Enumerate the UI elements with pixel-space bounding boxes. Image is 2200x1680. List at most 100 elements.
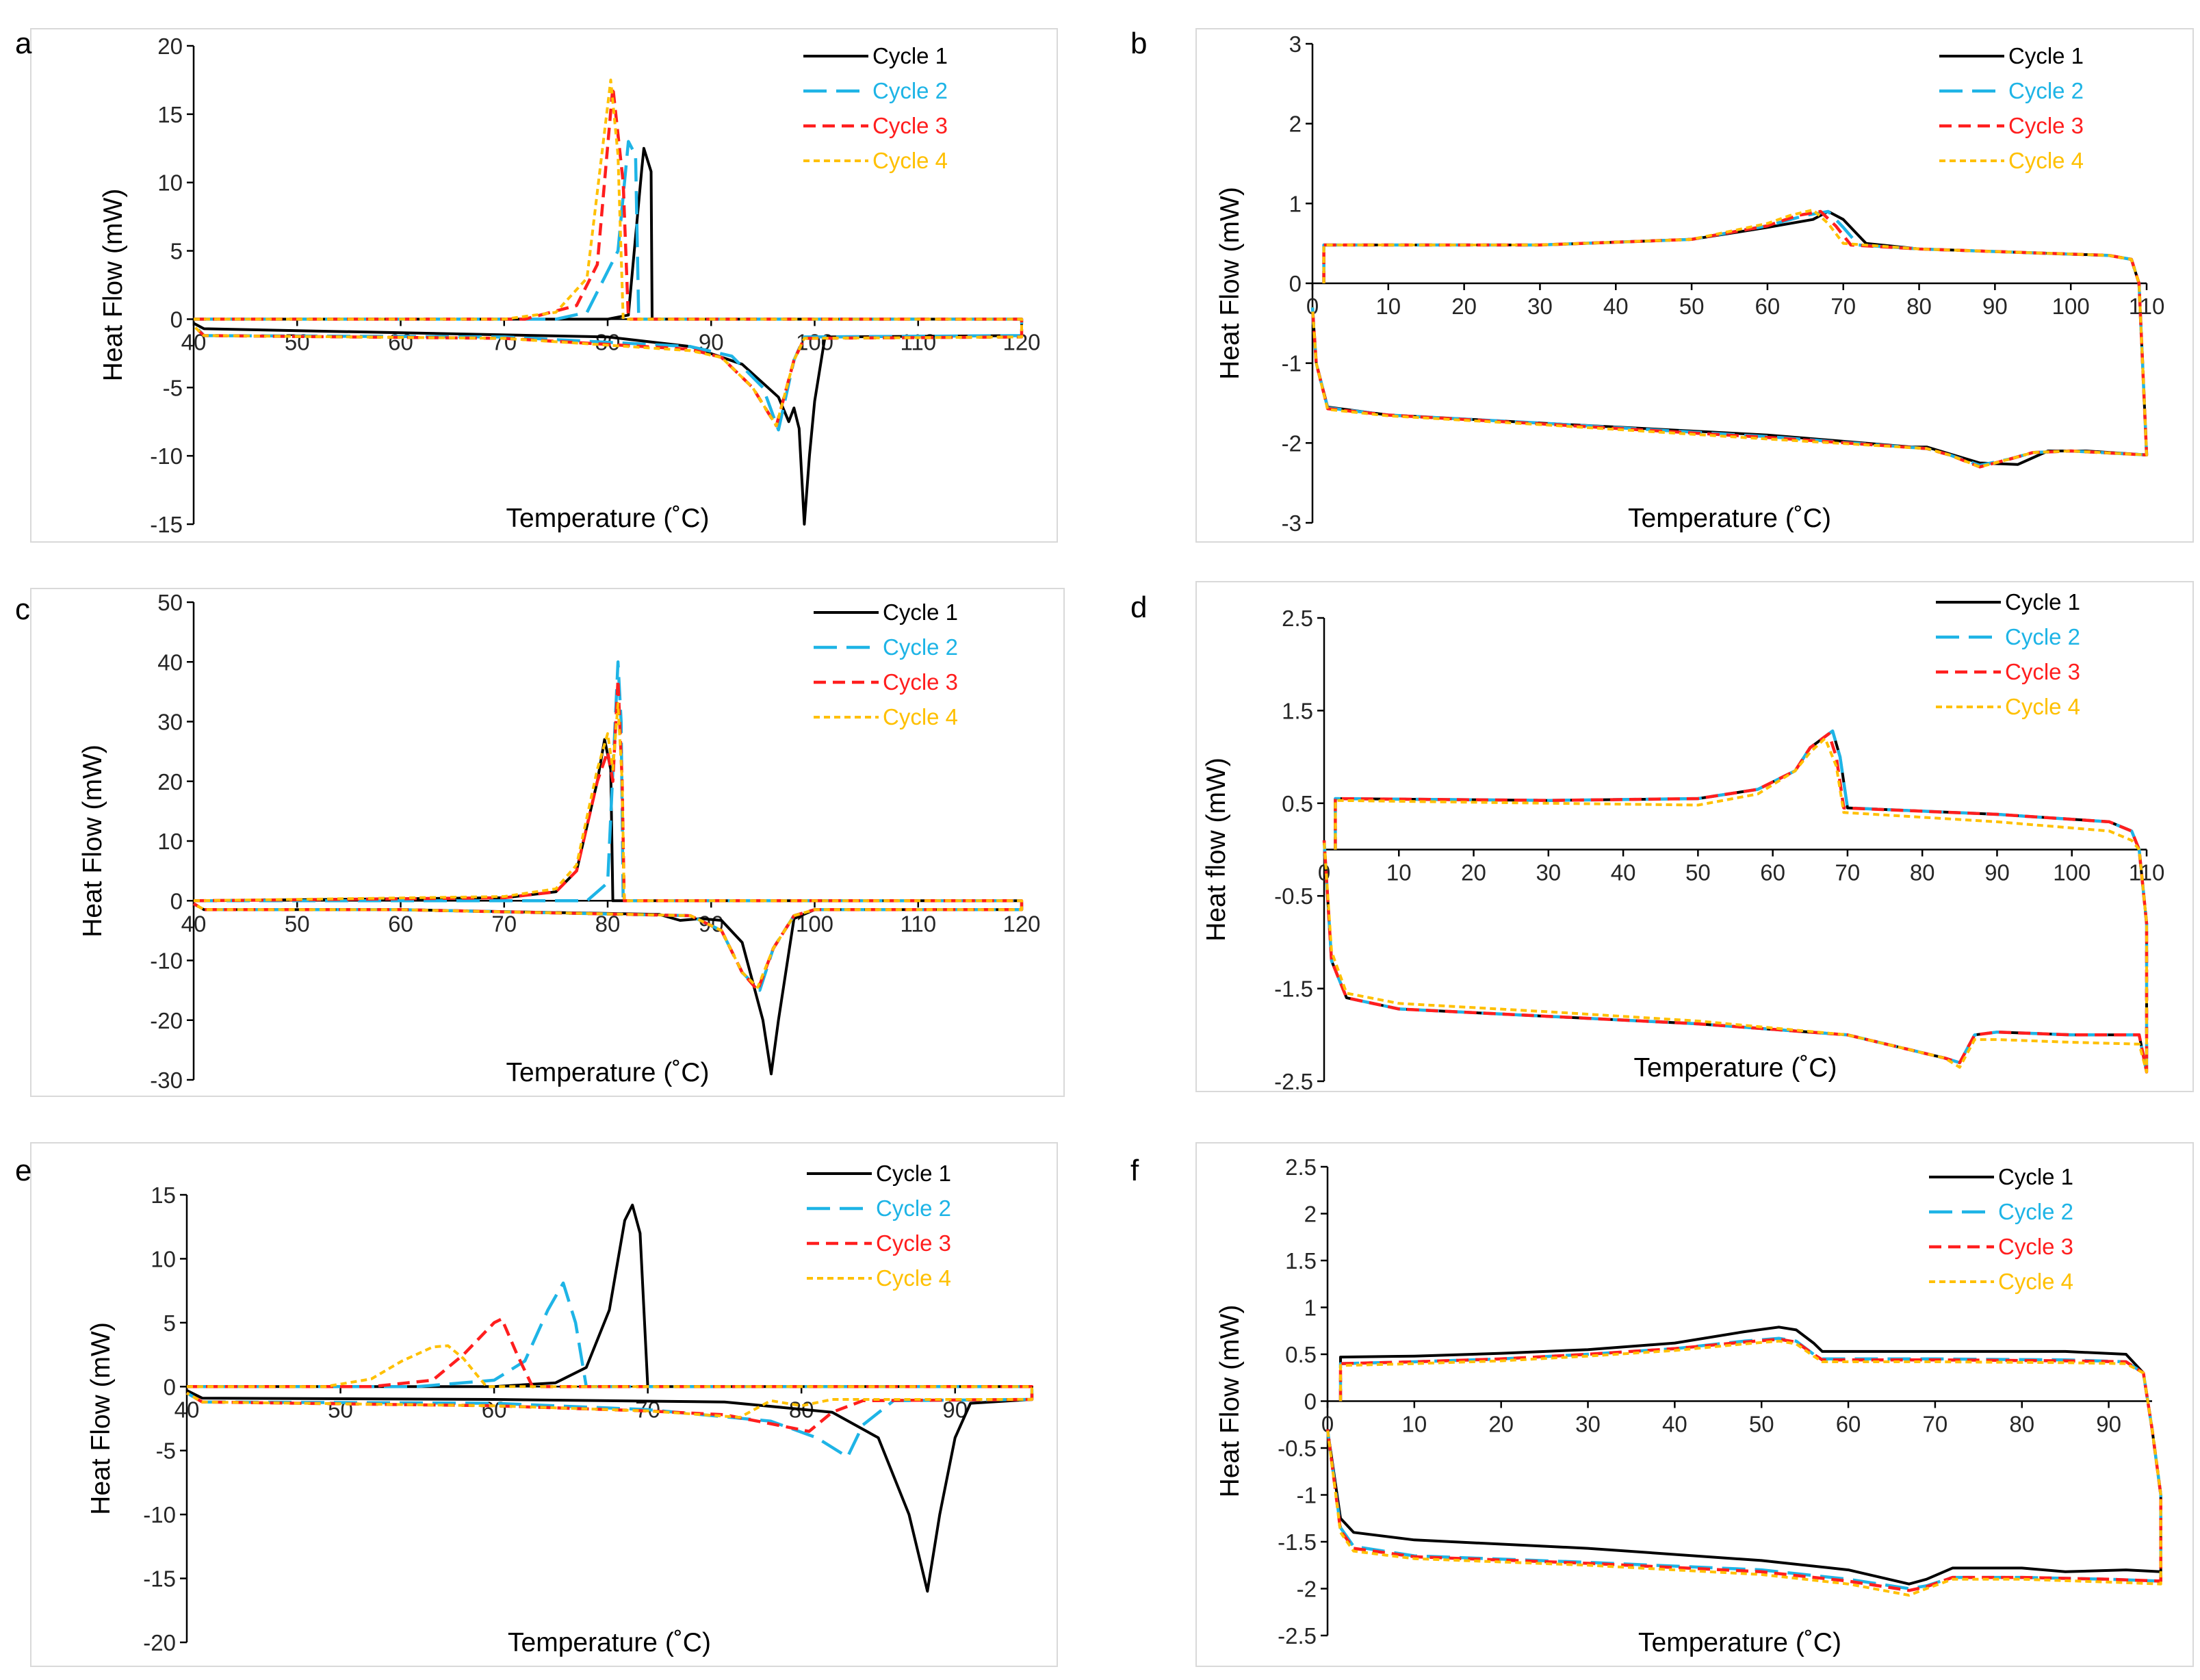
legend-entry: Cycle 3 [883, 669, 958, 695]
x-tick-label: 100 [2053, 860, 2091, 886]
y-tick-label: 0 [164, 1374, 176, 1399]
x-tick-label: 40 [181, 911, 207, 936]
legend-entry: Cycle 1 [2005, 589, 2080, 615]
y-tick-label: 15 [151, 1183, 176, 1208]
y-tick-label: 15 [157, 102, 183, 127]
y-axis-label: Heat Flow (mW) [86, 1322, 116, 1515]
y-tick-label: 50 [157, 590, 183, 615]
y-tick-label: 2.5 [1282, 606, 1313, 631]
panel-f: f-2.5-2-1.5-1-0.500.511.522.50 10 20 30 40 50… [1130, 1142, 2194, 1667]
legend-entry: Cycle 2 [872, 78, 948, 103]
x-tick-label: 90 [699, 911, 724, 936]
series-line-cycle-3 [185, 1317, 1034, 1433]
series-line-cycle-3 [192, 678, 1024, 992]
x-tick-label: 30 [1575, 1412, 1601, 1437]
y-tick-label: 2.5 [1285, 1154, 1317, 1180]
y-tick-label: -1 [1297, 1483, 1317, 1508]
legend-entry: Cycle 1 [876, 1161, 951, 1186]
y-tick-label: 10 [151, 1246, 176, 1271]
x-tick-label: 30 [1527, 294, 1553, 319]
y-tick-label: 1 [1304, 1295, 1317, 1321]
x-tick-label: 20 [1451, 294, 1477, 319]
x-tick-label: 60 [388, 911, 413, 936]
legend-entry: Cycle 2 [883, 634, 958, 660]
x-tick-label: 60 [482, 1397, 507, 1422]
series-line-cycle-4 [192, 78, 1023, 428]
x-tick-label: 70 [491, 329, 517, 354]
series-line-cycle-3 [1322, 732, 2149, 1074]
x-tick-label: 60 [1760, 860, 1785, 886]
y-tick-label: -2 [1297, 1577, 1317, 1602]
x-tick-label: 90 [1982, 294, 2008, 319]
legend: Cycle 1 Cycle 2 Cycle 3 Cycle 4 [1939, 43, 2084, 173]
x-tick-label: 20 [1461, 860, 1486, 886]
x-tick-label: 80 [1910, 860, 1935, 886]
y-tick-label: 0 [1304, 1389, 1317, 1414]
x-tick-label: 120 [1002, 911, 1040, 936]
x-tick-label: 60 [1836, 1412, 1861, 1437]
x-tick-label: 20 [1488, 1412, 1514, 1437]
series-line-cycle-2 [1322, 729, 2149, 1074]
x-axis-label: Temperature (˚C) [1638, 1628, 1841, 1657]
y-tick-label: -10 [150, 948, 183, 974]
x-tick-label: 70 [1835, 860, 1861, 886]
x-tick-label: 40 [1603, 294, 1629, 319]
x-axis-label: Temperature (˚C) [508, 1628, 711, 1657]
legend-entry: Cycle 4 [876, 1265, 951, 1291]
legend-entry: Cycle 3 [872, 113, 948, 138]
x-tick-label: 90 [1984, 860, 2010, 886]
x-tick-label: 70 [1830, 294, 1856, 319]
series-line-cycle-2 [192, 140, 1024, 432]
y-tick-label: 1 [1289, 191, 1302, 216]
series-line-cycle-3 [1325, 1337, 2162, 1592]
y-tick-label: 0 [170, 307, 183, 332]
x-tick-label: 10 [1375, 294, 1401, 319]
x-tick-label: 60 [1755, 294, 1781, 319]
x-tick-label: 80 [2009, 1412, 2034, 1437]
y-axis-label: Heat flow (mW) [1202, 758, 1231, 942]
panel-frame [1195, 1142, 2194, 1667]
x-tick-label: 90 [2096, 1412, 2121, 1437]
legend-entry: Cycle 2 [2008, 78, 2084, 103]
legend-entry: Cycle 3 [1998, 1234, 2073, 1259]
x-tick-label: 110 [900, 911, 936, 936]
panel-d: d-2.5-1.5-0.50.51.52.50 10 20 30 40 50 60 70 80 9… [1130, 581, 2194, 1094]
legend-entry: Cycle 1 [872, 43, 948, 68]
y-tick-label: 5 [170, 239, 183, 264]
y-axis-label: Heat Flow (mW) [1215, 187, 1245, 380]
legend-entry: Cycle 1 [883, 599, 958, 625]
x-tick-label: 80 [1906, 294, 1932, 319]
y-tick-label: -0.5 [1278, 1436, 1317, 1461]
y-tick-label: 20 [157, 769, 183, 794]
y-tick-label: -20 [143, 1630, 176, 1655]
x-tick-label: 0 [1306, 294, 1319, 319]
x-tick-label: 50 [328, 1397, 353, 1422]
series-line-cycle-1 [1326, 1326, 2162, 1586]
series-line-cycle-4 [193, 702, 1023, 989]
y-axis-label: Heat Flow (mW) [1215, 1305, 1245, 1498]
y-tick-label: -5 [163, 375, 183, 400]
y-tick-label: 3 [1289, 31, 1302, 57]
x-tick-label: 110 [2129, 860, 2165, 886]
x-tick-label: 50 [285, 911, 310, 936]
y-tick-label: 10 [157, 829, 183, 854]
panel-frame [1195, 581, 2194, 1092]
series-line-cycle-4 [185, 1344, 1033, 1419]
y-axis-label: Heat Flow (mW) [99, 189, 128, 382]
y-tick-label: 2 [1289, 112, 1302, 137]
panel-letter: d [1130, 591, 1147, 624]
y-tick-label: -15 [143, 1566, 176, 1592]
series-line-cycle-4 [1323, 737, 2148, 1074]
legend-entry: Cycle 3 [2008, 113, 2084, 138]
series-line-cycle-1 [1323, 729, 2148, 1074]
legend-entry: Cycle 2 [1998, 1199, 2073, 1224]
legend-entry: Cycle 4 [2008, 148, 2084, 173]
panel-letter: a [15, 27, 32, 60]
panel-frame [1195, 28, 2194, 543]
y-tick-label: 1.5 [1282, 698, 1313, 723]
x-axis-label: Temperature (˚C) [1634, 1053, 1837, 1083]
